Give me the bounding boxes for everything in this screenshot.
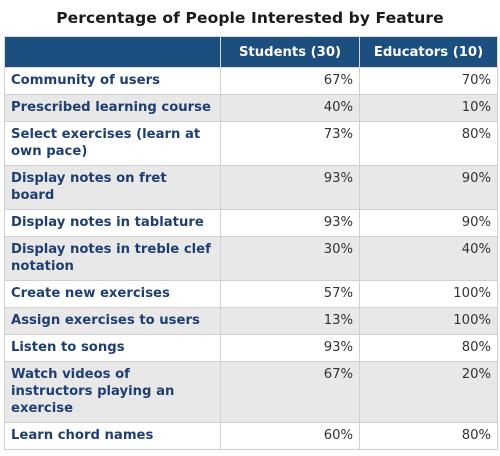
educators-cell: 100%	[359, 280, 498, 308]
table-row: Learn chord names 60% 80%	[4, 422, 498, 450]
header-row: Students (30) Educators (10)	[4, 36, 498, 68]
students-cell: 40%	[220, 94, 360, 122]
feature-cell: Display notes in tablature	[4, 209, 221, 237]
table-title: Percentage of People Interested by Featu…	[56, 9, 444, 27]
header-feature	[4, 36, 221, 68]
educators-cell: 80%	[359, 121, 498, 166]
table-row: Display notes on fret board 93% 90%	[4, 165, 498, 210]
feature-cell: Display notes in treble clef notation	[4, 236, 221, 281]
feature-cell: Select exercises (learn at own pace)	[4, 121, 221, 166]
feature-cell: Create new exercises	[4, 280, 221, 308]
feature-cell: Learn chord names	[4, 422, 221, 450]
educators-cell: 100%	[359, 307, 498, 335]
feature-cell: Prescribed learning course	[4, 94, 221, 122]
table-row: Community of users 67% 70%	[4, 67, 498, 95]
educators-cell: 90%	[359, 209, 498, 237]
feature-cell: Display notes on fret board	[4, 165, 221, 210]
educators-cell: 80%	[359, 422, 498, 450]
students-cell: 73%	[220, 121, 360, 166]
table-row: Prescribed learning course 40% 10%	[4, 94, 498, 122]
students-cell: 60%	[220, 422, 360, 450]
table-row: Select exercises (learn at own pace) 73% 8…	[4, 121, 498, 166]
students-cell: 67%	[220, 67, 360, 95]
table-row: Listen to songs 93% 80%	[4, 334, 498, 362]
educators-cell: 90%	[359, 165, 498, 210]
educators-cell: 70%	[359, 67, 498, 95]
table-row: Display notes in tablature 93% 90%	[4, 209, 498, 237]
students-cell: 93%	[220, 165, 360, 210]
feature-cell: Assign exercises to users	[4, 307, 221, 335]
students-cell: 30%	[220, 236, 360, 281]
educators-cell: 40%	[359, 236, 498, 281]
header-educators: Educators (10)	[359, 36, 498, 68]
table-row: Assign exercises to users 13% 100%	[4, 307, 498, 335]
table-row: Create new exercises 57% 100%	[4, 280, 498, 308]
educators-cell: 80%	[359, 334, 498, 362]
educators-cell: 10%	[359, 94, 498, 122]
students-cell: 57%	[220, 280, 360, 308]
header-students: Students (30)	[220, 36, 360, 68]
table-row: Watch videos of instructors playing an e…	[4, 361, 498, 423]
table-row: Display notes in treble clef notation 30%…	[4, 236, 498, 281]
feature-cell: Listen to songs	[4, 334, 221, 362]
students-cell: 67%	[220, 361, 360, 423]
educators-cell: 20%	[359, 361, 498, 423]
students-cell: 93%	[220, 209, 360, 237]
students-cell: 13%	[220, 307, 360, 335]
feature-cell: Watch videos of instructors playing an e…	[4, 361, 221, 423]
feature-interest-table: Students (30) Educators (10) Community o…	[4, 36, 498, 450]
feature-cell: Community of users	[4, 67, 221, 95]
students-cell: 93%	[220, 334, 360, 362]
